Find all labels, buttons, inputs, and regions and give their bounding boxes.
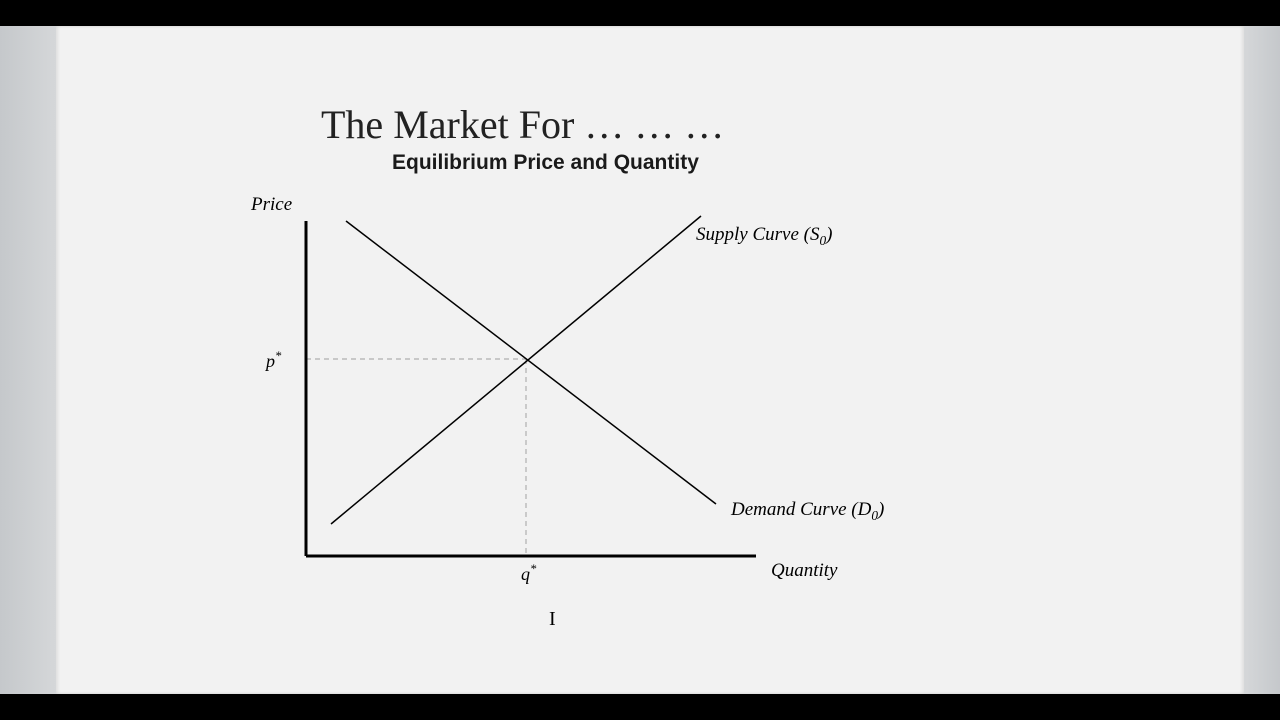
supply-demand-chart — [56, 26, 1244, 694]
equilibrium-quantity-label: q* — [521, 562, 536, 585]
page-gutter-left — [0, 26, 56, 694]
document-page: The Market For … … … Equilibrium Price a… — [56, 26, 1244, 694]
demand-curve-label: Demand Curve (D0) — [731, 499, 884, 524]
text-cursor: I — [549, 608, 556, 631]
letterbox-bottom — [0, 694, 1280, 720]
supply-curve-label: Supply Curve (S0) — [696, 224, 832, 249]
y-axis-label: Price — [251, 194, 292, 216]
page-gutter-right — [1244, 26, 1280, 694]
equilibrium-price-label: p* — [266, 349, 281, 372]
letterbox-top — [0, 0, 1280, 26]
x-axis-label: Quantity — [771, 560, 838, 582]
